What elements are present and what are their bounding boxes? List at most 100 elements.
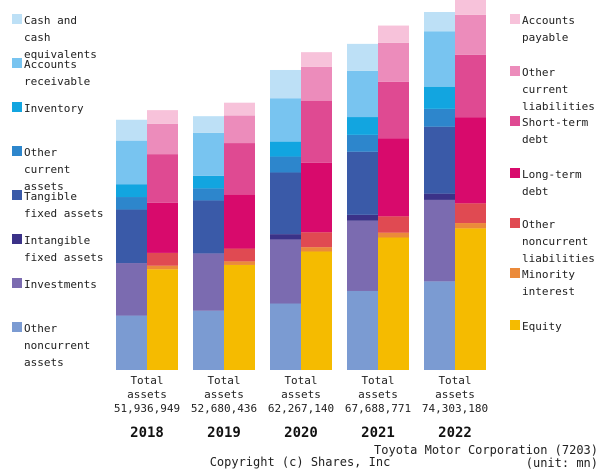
bar-2018-liabilities-equity [147,269,178,370]
bar-2019-assets-tangible-fixed-assets [193,200,224,254]
bar-2021-liabilities-equity [378,237,409,370]
bar-2019-liabilities-long-term-debt [224,194,255,249]
legend-label-inventory: Inventory [24,102,84,115]
legend-swatch-other-current-liabilities [510,66,520,76]
bar-2021-liabilities-short-term-debt [378,81,409,139]
bar-2021-assets-intangible-fixed-assets [347,214,378,221]
bar-2019-liabilities-other-current-liabilities [224,115,255,144]
bar-2021-assets-inventory [347,117,378,135]
bar-2019-assets-other-noncurrent-assets [193,310,224,370]
legend-swatch-tangible [12,190,22,200]
bar-2018-assets-other-current-assets [116,197,147,210]
legend-swatch-intangible [12,234,22,244]
legend-swatch-other-current-assets [12,146,22,156]
legend-label-long-term-debt: Long-term debt [522,168,582,198]
bar-2018-liabilities-other-noncurrent-liabilities [147,252,178,266]
bar-2020-assets-tangible-fixed-assets [270,172,301,235]
bar-2021-liabilities-long-term-debt [378,138,409,217]
bar-2020-liabilities-long-term-debt [301,162,332,233]
bar-2020-liabilities-accounts-payable [301,52,332,67]
bar-2019-liabilities-other-noncurrent-liabilities [224,248,255,262]
unit-label: (unit: mn) [526,456,598,470]
bar-2022-assets-investments [424,199,455,282]
bar-2022-assets-other-noncurrent-assets [424,281,455,370]
bar-2020-liabilities-other-noncurrent-liabilities [301,232,332,248]
legend-label-other-noncurrent-liabilities: Other noncurrent liabilities [522,218,595,265]
bar-2021-liabilities-minority-interest [378,232,409,238]
legend-label-other-current-liabilities: Other current liabilities [522,66,595,113]
legend-label-intangible: Intangible fixed assets [24,234,103,264]
bars-layer [116,0,486,370]
year-label-2018: 2018 [130,425,164,441]
bar-2021-assets-cash-and-cash-equivalents [347,43,378,71]
legend-swatch-investments [12,278,22,288]
bar-2021-assets-other-noncurrent-assets [347,290,378,370]
legend-label-payable: Accounts payable [522,14,575,44]
bar-2019-liabilities-minority-interest [224,261,255,265]
year-label-2021: 2021 [361,425,395,441]
legend-swatch-payable [510,14,520,24]
year-label-2022: 2022 [438,425,472,441]
bar-2020-assets-investments [270,239,301,304]
bar-2021-liabilities-other-noncurrent-liabilities [378,216,409,233]
bar-2022-assets-cash-and-cash-equivalents [424,12,455,32]
total-assets-label-2020: Total assets 62,267,140 [268,374,334,415]
bar-2019-assets-inventory [193,175,224,189]
legend-label-equity: Equity [522,320,562,333]
bar-2019-assets-investments [193,253,224,311]
legend-swatch-minority [510,268,520,278]
bar-2020-assets-inventory [270,141,301,157]
bar-2018-liabilities-accounts-payable [147,110,178,124]
bar-2019-liabilities-equity [224,264,255,370]
legend-swatch-other-noncurrent-assets [12,322,22,332]
bar-2019-liabilities-short-term-debt [224,143,255,195]
bar-2020-liabilities-equity [301,251,332,370]
bar-2022-assets-other-current-assets [424,108,455,127]
bar-2020-assets-accounts-receivable [270,98,301,142]
bar-2021-assets-investments [347,220,378,291]
legend-swatch-short-term-debt [510,116,520,126]
legend-label-other-current-assets: Other current assets [24,146,70,193]
bar-2020-assets-intangible-fixed-assets [270,234,301,240]
legend-label-receivable: Accounts receivable [24,58,90,88]
bar-2021-liabilities-other-current-liabilities [378,42,409,82]
legend-label-minority: Minority interest [522,268,575,298]
bar-2018-assets-investments [116,263,147,316]
bar-2019-assets-other-current-assets [193,188,224,201]
bar-2022-assets-accounts-receivable [424,31,455,87]
bar-2018-liabilities-minority-interest [147,265,178,270]
legend-swatch-other-noncurrent-liabilities [510,218,520,228]
total-assets-label-2021: Total assets 67,688,771 [345,374,411,415]
bar-2019-liabilities-accounts-payable [224,102,255,116]
total-assets-label-2022: Total assets 74,303,180 [422,374,488,415]
legend-liabilities: Accounts payable Other current liabilities … [510,14,595,333]
total-assets-label-2019: Total assets 52,680,436 [191,374,257,415]
bar-2019-assets-accounts-receivable [193,132,224,176]
legend-assets: Cash and cash equivalents Accounts receivab… [12,14,103,369]
bar-2022-liabilities-equity [455,228,486,370]
copyright-label: Copyright (c) Shares, Inc [210,455,391,469]
bar-2018-liabilities-short-term-debt [147,154,178,203]
bar-2018-assets-inventory [116,184,147,198]
legend-label-other-noncurrent-assets: Other noncurrent assets [24,322,90,369]
bar-2022-liabilities-short-term-debt [455,54,486,118]
legend-label-cash: Cash and cash equivalents [24,14,97,61]
bar-2018-assets-cash-and-cash-equivalents [116,119,147,141]
legend-swatch-cash [12,14,22,24]
total-assets-label-2018: Total assets 51,936,949 [114,374,180,415]
bar-2022-liabilities-accounts-payable [455,0,486,15]
bar-2022-assets-intangible-fixed-assets [424,193,455,200]
bar-2021-assets-accounts-receivable [347,70,378,118]
bar-2020-assets-other-noncurrent-assets [270,303,301,370]
legend-label-tangible: Tangible fixed assets [24,190,103,220]
bar-2020-assets-cash-and-cash-equivalents [270,69,301,99]
bar-2022-liabilities-long-term-debt [455,117,486,204]
bar-2022-assets-inventory [424,86,455,109]
bar-2019-assets-cash-and-cash-equivalents [193,116,224,133]
bar-2018-assets-accounts-receivable [116,140,147,185]
bar-2018-liabilities-other-current-liabilities [147,123,178,155]
bar-2020-liabilities-minority-interest [301,247,332,252]
bar-2022-assets-tangible-fixed-assets [424,126,455,194]
